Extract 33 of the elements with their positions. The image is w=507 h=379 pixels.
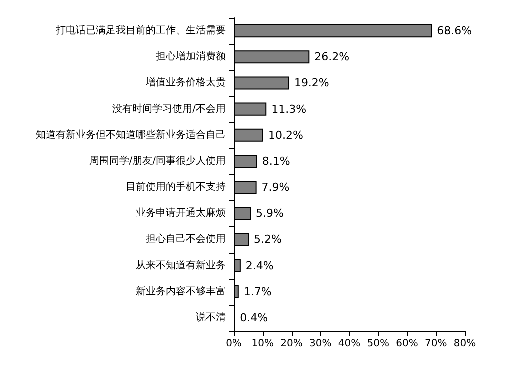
data-label: 1.7% xyxy=(244,285,272,298)
y-tick-label: 业务申请开通太麻烦 xyxy=(136,207,226,220)
y-tick-label: 说不清 xyxy=(196,311,226,324)
x-tick-label: 50% xyxy=(367,338,390,350)
data-label: 5.2% xyxy=(254,233,282,246)
x-tick-label: 30% xyxy=(310,338,332,350)
data-label: 10.2% xyxy=(268,128,304,142)
y-tick-label: 知道有新业务但不知道哪些新业务适合自己 xyxy=(36,128,226,141)
y-tick-label: 打电话已满足我目前的工作、生活需要 xyxy=(55,24,226,37)
x-tick-label: 60% xyxy=(396,338,418,350)
y-tick-label: 周围同学/朋友/同事很少人使用 xyxy=(89,154,226,167)
x-tick-label: 20% xyxy=(280,338,303,350)
y-tick-label: 增值业务价格太贵 xyxy=(145,76,226,89)
data-label: 5.9% xyxy=(256,207,284,220)
data-label: 19.2% xyxy=(294,76,330,90)
x-tick-label: 80% xyxy=(454,338,476,350)
y-tick-label: 从来不知道有新业务 xyxy=(136,259,226,272)
y-tick-label: 担心增加消费额 xyxy=(156,50,226,63)
data-label: 2.4% xyxy=(246,259,274,272)
x-tick-label: 70% xyxy=(425,338,448,350)
data-label: 8.1% xyxy=(262,154,290,168)
data-label: 68.6% xyxy=(437,24,472,38)
x-tick-label: 40% xyxy=(338,338,361,350)
data-label: 11.3% xyxy=(272,102,307,116)
y-tick-label: 新业务内容不够丰富 xyxy=(136,285,226,298)
data-label: 7.9% xyxy=(262,181,290,194)
y-tick-label: 目前使用的手机不支持 xyxy=(126,181,226,194)
x-tick-label: 10% xyxy=(252,338,274,350)
y-tick-label: 担心自己不会使用 xyxy=(146,233,226,246)
data-label: 0.4% xyxy=(240,311,268,324)
data-label: 26.2% xyxy=(314,50,350,64)
x-tick-label: 0% xyxy=(226,338,242,350)
y-tick-label: 没有时间学习使用/不会用 xyxy=(112,102,226,115)
